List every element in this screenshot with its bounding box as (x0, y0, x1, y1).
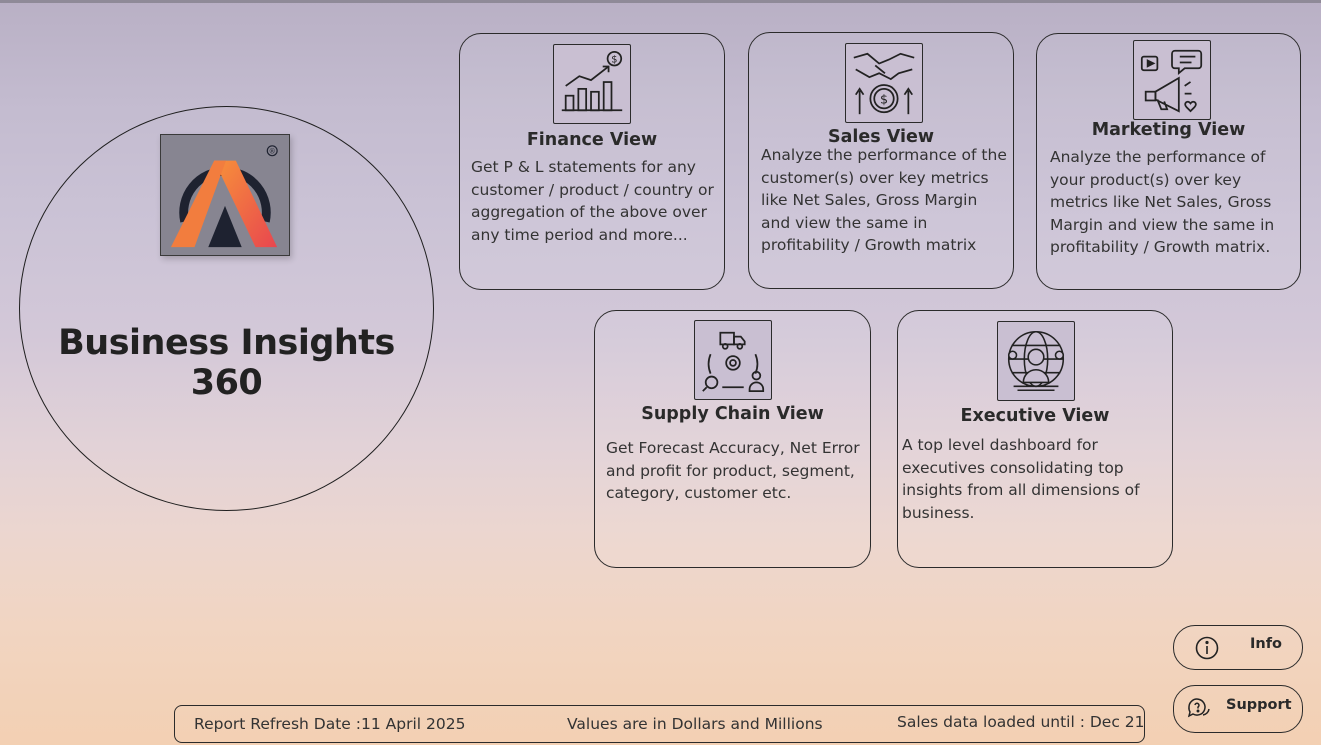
card-title: Marketing View (1091, 120, 1246, 140)
top-strip (0, 0, 1321, 3)
card-description: Get Forecast Accuracy, Net Error and pro… (606, 439, 860, 502)
support-button[interactable]: Support (1173, 685, 1303, 733)
info-icon (1195, 636, 1219, 660)
card-title: Finance View (526, 130, 658, 150)
card-description: A top level dashboard for executives con… (902, 436, 1140, 522)
svg-text:$: $ (611, 55, 617, 66)
card-description: Analyze the performance of your product(… (1050, 148, 1275, 256)
card-title: Executive View (960, 406, 1110, 426)
info-button[interactable]: Info (1173, 625, 1303, 670)
card-finance-view[interactable]: $ Finance View Get P & L statements for … (459, 33, 725, 290)
card-title: Supply Chain View (641, 404, 824, 424)
card-description: Get P & L statements for any customer / … (471, 158, 714, 244)
refresh-date-value: 11 April 2025 (361, 715, 466, 733)
sales-loaded-note: Sales data loaded until : Dec 21 (897, 713, 1145, 731)
hero-circle: ® Business Insights 360 (19, 106, 434, 511)
card-marketing-view[interactable]: Marketing View Analyze the performance o… (1036, 33, 1301, 290)
handshake-money-icon: $ (845, 43, 923, 123)
footer-bar: Report Refresh Date : 11 April 2025 Valu… (174, 705, 1145, 743)
logo-a-icon: ® (160, 134, 290, 256)
card-sales-view[interactable]: $ Sales View Analyze the performance of … (748, 32, 1014, 289)
megaphone-icon (1133, 40, 1211, 120)
card-supply-chain-view[interactable]: Supply Chain View Get Forecast Accuracy,… (594, 310, 871, 568)
units-note: Values are in Dollars and Millions (567, 715, 823, 733)
page-title: Business Insights 360 (58, 323, 395, 403)
support-button-label: Support (1226, 697, 1292, 713)
chat-support-icon (1187, 698, 1210, 718)
executive-globe-icon (997, 321, 1075, 401)
info-button-label: Info (1250, 636, 1282, 652)
finance-chart-icon: $ (553, 44, 631, 124)
supply-chain-icon (694, 320, 772, 400)
svg-text:$: $ (880, 91, 888, 106)
registered-mark: ® (269, 148, 276, 156)
refresh-date-label: Report Refresh Date : (194, 715, 361, 733)
card-executive-view[interactable]: Executive View A top level dashboard for… (897, 310, 1173, 568)
card-description: Analyze the performance of the customer(… (761, 146, 1007, 254)
card-title: Sales View (827, 127, 935, 147)
